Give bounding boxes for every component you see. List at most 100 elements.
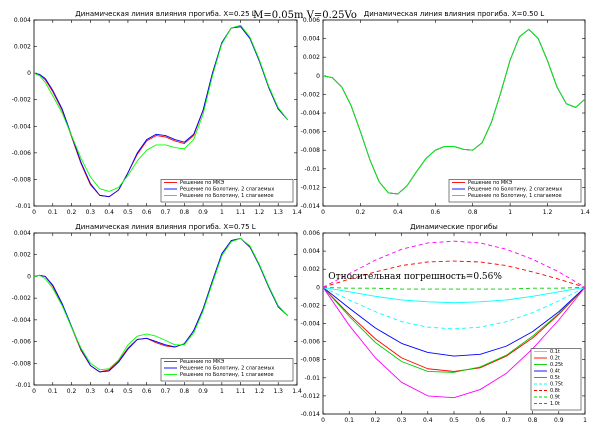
x-tick-label: 1.1: [236, 209, 246, 216]
y-tick-label: -0.01: [15, 203, 31, 210]
series-line-5: [323, 287, 585, 399]
x-axis: 0 0.2 0.4 0.6 0.8 1 1.2 1.4: [321, 20, 590, 216]
series-group: [34, 24, 288, 198]
legend-box: [160, 358, 294, 382]
y-tick-label: 0.002: [303, 54, 320, 61]
panel-title: Динамические прогибы: [410, 223, 498, 231]
x-tick-label: 0.4: [423, 417, 433, 424]
series-line-3: [34, 24, 288, 192]
x-tick-label: 0.7: [502, 417, 512, 424]
annotation-text: Относительная погрешность=0.56%: [328, 272, 502, 282]
x-tick-label: 1.4: [292, 209, 302, 216]
series-line-2: [323, 286, 585, 372]
y-tick-label: -0.006: [12, 150, 32, 157]
x-tick-label: 0: [321, 209, 325, 216]
legend-label: Решение по Болотину, 2 слагаемых: [180, 366, 274, 372]
x-tick-label: 1: [220, 388, 224, 395]
y-tick-label: -0.008: [301, 357, 321, 364]
x-tick-label: 0.7: [161, 209, 171, 216]
figure-title: M=0.05m V=0.25Vo: [253, 10, 357, 21]
legend-label: 0.5t: [550, 375, 560, 381]
x-tick-label: 1: [508, 209, 512, 216]
legend-label: 0.2t: [550, 356, 560, 362]
x-tick-label: 1.2: [543, 209, 553, 216]
x-tick-label: 0.4: [104, 209, 114, 216]
x-tick-label: 0.6: [475, 417, 485, 424]
y-tick-label: -0.006: [12, 339, 32, 346]
x-axis: 0 0.1 0.2 0.3 0.4 0.5 0.6 0.7 0.8 0.9 1 1.1 1.2 1.3 1.…: [32, 233, 302, 395]
series-group: [323, 240, 585, 399]
y-tick-label: -0.012: [301, 393, 321, 400]
x-tick-label: 0.9: [554, 417, 564, 424]
y-tick-label: -0.008: [301, 147, 321, 154]
x-tick-label: 0.9: [198, 388, 208, 395]
legend-label: 0.9t: [550, 395, 560, 401]
x-tick-label: 1.3: [273, 209, 283, 216]
y-tick-label: -0.004: [12, 123, 32, 130]
legend-label: 0.4t: [550, 369, 560, 375]
x-tick-label: 0.5: [449, 417, 459, 424]
series-line-2: [34, 26, 288, 198]
y-tick-label: -0.01: [304, 166, 320, 173]
x-tick-label: 0.8: [180, 388, 190, 395]
plot-frame: [33, 19, 298, 207]
y-tick-label: -0.002: [301, 91, 321, 98]
x-tick-label: 0.8: [468, 209, 478, 216]
x-tick-label: 0.8: [180, 209, 190, 216]
legend-label: Решение по МКЭ: [180, 359, 225, 365]
series-group: [323, 28, 585, 195]
y-axis: 0.006 0.004 0.002 0 -0.002 -0.004 -0.006 -0.008…: [301, 17, 585, 210]
x-tick-label: 1.4: [292, 388, 302, 395]
x-tick-label: 0.9: [198, 209, 208, 216]
x-tick-label: 0.1: [344, 417, 354, 424]
panel-title: Динамическая линия влияния прогиба. X=0.…: [364, 10, 545, 18]
x-tick-label: 0.5: [123, 388, 133, 395]
x-tick-label: 0.3: [86, 209, 96, 216]
x-axis: 0 0.1 0.2 0.3 0.4 0.5 0.6 0.7 0.8 0.9 1 1.1 1.2 1.3 1.…: [32, 20, 302, 216]
x-tick-label: 0.1: [48, 388, 58, 395]
y-tick-label: -0.008: [12, 360, 32, 367]
panel-title: Динамическая линия влияния прогиба. X=0.…: [75, 223, 256, 231]
x-tick-label: 0.4: [104, 388, 114, 395]
y-tick-label: -0.004: [301, 110, 321, 117]
y-tick-label: 0.004: [303, 36, 320, 43]
y-tick-label: 0: [316, 284, 320, 291]
y-tick-label: 0.004: [14, 17, 31, 24]
y-tick-label: -0.002: [301, 302, 321, 309]
x-axis: 0 0.1 0.2 0.3 0.4 0.5 0.6 0.7 0.8 0.9 1: [321, 233, 587, 424]
y-tick-label: 0: [27, 273, 31, 280]
legend-box: [448, 179, 582, 203]
x-tick-label: 1.2: [255, 388, 265, 395]
chart-panel-4: Динамические прогибы 0 0.1 0.2 0.3 0.4 0.5 0.6 0…: [301, 223, 587, 424]
legend-label: 0.75t: [550, 382, 563, 388]
y-tick-label: 0.002: [303, 266, 320, 273]
x-tick-label: 0: [32, 209, 36, 216]
x-tick-label: 1.2: [255, 209, 265, 216]
series-group: [34, 237, 288, 373]
legend-label: Решение по МКЭ: [468, 180, 513, 186]
chart-panel-3: Динамическая линия влияния прогиба. X=0.…: [12, 223, 302, 395]
x-tick-label: 1: [220, 209, 224, 216]
legend-box: [530, 348, 582, 411]
x-tick-label: 0: [321, 417, 325, 424]
y-tick-label: 0.006: [303, 230, 320, 237]
y-tick-label: 0.002: [14, 44, 31, 51]
legend-label: Решение по Болотину, 1 слагаемое: [180, 193, 274, 199]
x-tick-label: 0: [32, 388, 36, 395]
x-tick-label: 1.1: [236, 388, 246, 395]
y-tick-label: -0.014: [301, 203, 321, 210]
x-tick-label: 0.2: [371, 417, 381, 424]
x-tick-label: 0.3: [86, 388, 96, 395]
y-tick-label: -0.014: [301, 411, 321, 418]
y-tick-label: -0.006: [301, 339, 321, 346]
chart-panel-1: Динамическая линия влияния прогиба. X=0.…: [12, 10, 302, 216]
x-tick-label: 0.3: [397, 417, 407, 424]
y-tick-label: 0.002: [14, 252, 31, 259]
y-tick-label: 0: [27, 70, 31, 77]
y-tick-label: -0.01: [15, 382, 31, 389]
x-tick-label: 0.8: [528, 417, 538, 424]
x-tick-label: 0.2: [67, 209, 77, 216]
